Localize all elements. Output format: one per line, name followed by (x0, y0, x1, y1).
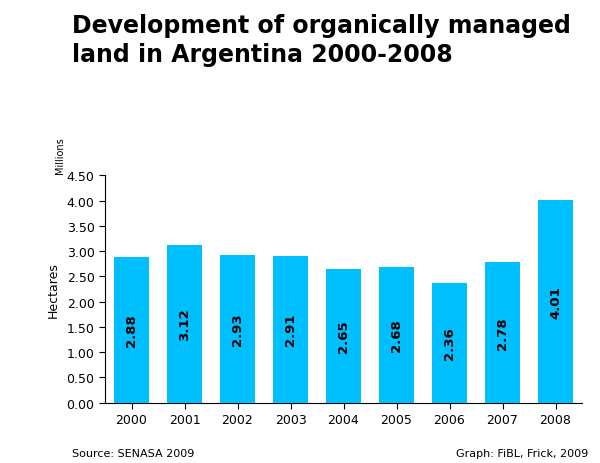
Bar (167, 245, 202, 403)
Text: Development of organically managed
land in Argentina 2000-2008: Development of organically managed land … (72, 14, 571, 67)
Bar (273, 256, 308, 403)
Text: 2.91: 2.91 (284, 313, 297, 346)
Text: Source: SENASA 2009: Source: SENASA 2009 (72, 448, 194, 458)
Bar (220, 255, 255, 403)
Bar (379, 268, 414, 403)
Bar (432, 284, 467, 403)
Text: 2.65: 2.65 (337, 320, 350, 352)
Bar (326, 269, 361, 403)
Text: 2.36: 2.36 (443, 327, 456, 360)
Text: 3.12: 3.12 (178, 308, 191, 340)
Text: 4.01: 4.01 (549, 285, 562, 318)
Text: 2.68: 2.68 (390, 319, 403, 351)
Text: Millions: Millions (55, 137, 65, 174)
Text: 2.88: 2.88 (125, 314, 138, 346)
Text: 2.78: 2.78 (496, 316, 509, 349)
Y-axis label: Hectares: Hectares (47, 262, 59, 317)
Bar (114, 257, 149, 403)
Bar (538, 200, 573, 403)
Text: Graph: FiBL, Frick, 2009: Graph: FiBL, Frick, 2009 (456, 448, 588, 458)
Text: 2.93: 2.93 (231, 313, 244, 345)
Bar (485, 263, 520, 403)
